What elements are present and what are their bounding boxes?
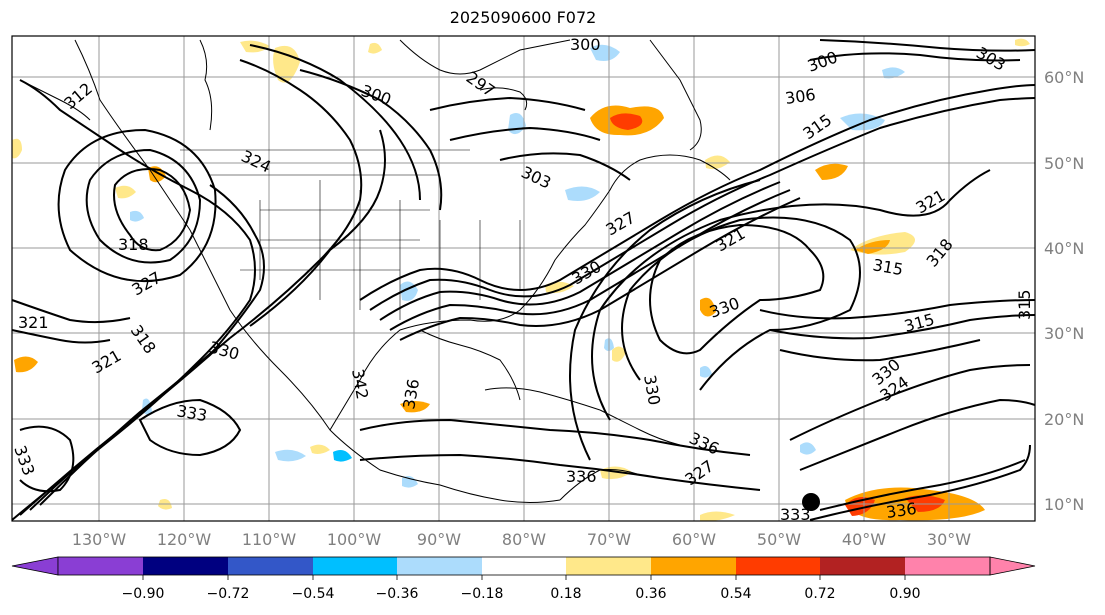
colorbar-tick-label: −0.18 — [461, 586, 504, 602]
colorbar-tick-label: −0.54 — [292, 586, 335, 602]
longitude-label: 90°W — [417, 530, 461, 549]
colorbar-tick-label: 0.18 — [550, 586, 581, 602]
colorbar-tick-label: 0.36 — [635, 586, 666, 602]
colorbar-tick-label: 0.72 — [804, 586, 835, 602]
longitude-label: 130°W — [72, 530, 127, 549]
map-title: 2025090600 F072 — [449, 8, 597, 27]
longitude-label: 80°W — [502, 530, 546, 549]
latitude-label: 10°N — [1044, 495, 1084, 514]
colorbar-bin — [566, 557, 651, 575]
colorbar-extend-high — [989, 556, 1036, 576]
contour-label: 318 — [118, 235, 149, 254]
colorbar-bin — [228, 557, 313, 575]
longitude-label: 120°W — [157, 530, 212, 549]
longitude-label: 100°W — [327, 530, 382, 549]
colorbar-bin — [313, 557, 397, 575]
colorbar-bin — [482, 557, 566, 575]
longitude-label: 70°W — [587, 530, 631, 549]
colorbar-bin — [58, 557, 143, 575]
colorbar-bin — [397, 557, 482, 575]
latitude-label: 60°N — [1044, 68, 1084, 87]
colorbar-bin — [736, 557, 820, 575]
map-panel: 300 303 300 297 300 306 315 324 303 312 … — [10, 35, 1036, 524]
contour-label: 336 — [566, 467, 597, 486]
contour-label: 336 — [885, 499, 918, 522]
contour-label: 321 — [18, 313, 49, 332]
colorbar: −0.90 −0.72 −0.54 −0.36 −0.18 0.18 0.36 … — [11, 556, 1036, 602]
longitude-label: 40°W — [842, 530, 886, 549]
graticule — [12, 36, 1035, 521]
longitude-axis: 130°W 120°W 110°W 100°W 90°W 80°W 70°W 6… — [72, 530, 971, 549]
colorbar-bin — [905, 557, 990, 575]
longitude-label: 50°W — [757, 530, 801, 549]
position-marker — [802, 493, 820, 511]
contour-label: 306 — [784, 85, 817, 108]
contour-label: 300 — [570, 35, 601, 54]
colorbar-bin — [820, 557, 905, 575]
state-borders — [180, 149, 521, 320]
latitude-label: 30°N — [1044, 324, 1084, 343]
colorbar-tick-label: −0.36 — [376, 586, 419, 602]
colorbar-bin — [651, 557, 736, 575]
longitude-label: 30°W — [927, 530, 971, 549]
colorbar-bin — [143, 557, 228, 575]
contour-label: 333 — [780, 505, 811, 524]
longitude-label: 60°W — [672, 530, 716, 549]
latitude-label: 50°N — [1044, 154, 1084, 173]
latitude-label: 40°N — [1044, 239, 1084, 258]
colorbar-tick-label: −0.72 — [207, 586, 250, 602]
theta-contours — [11, 39, 1036, 521]
longitude-label: 110°W — [242, 530, 297, 549]
colorbar-tick-label: −0.90 — [122, 586, 165, 602]
latitude-label: 20°N — [1044, 410, 1084, 429]
coastlines — [19, 39, 731, 503]
colorbar-tick-label: 0.54 — [720, 586, 751, 602]
latitude-axis: 60°N 50°N 40°N 30°N 20°N 10°N — [1044, 68, 1084, 514]
colorbar-extend-low — [11, 556, 59, 576]
contour-label: 315 — [1015, 289, 1034, 320]
colorbar-tick-label: 0.90 — [889, 586, 920, 602]
